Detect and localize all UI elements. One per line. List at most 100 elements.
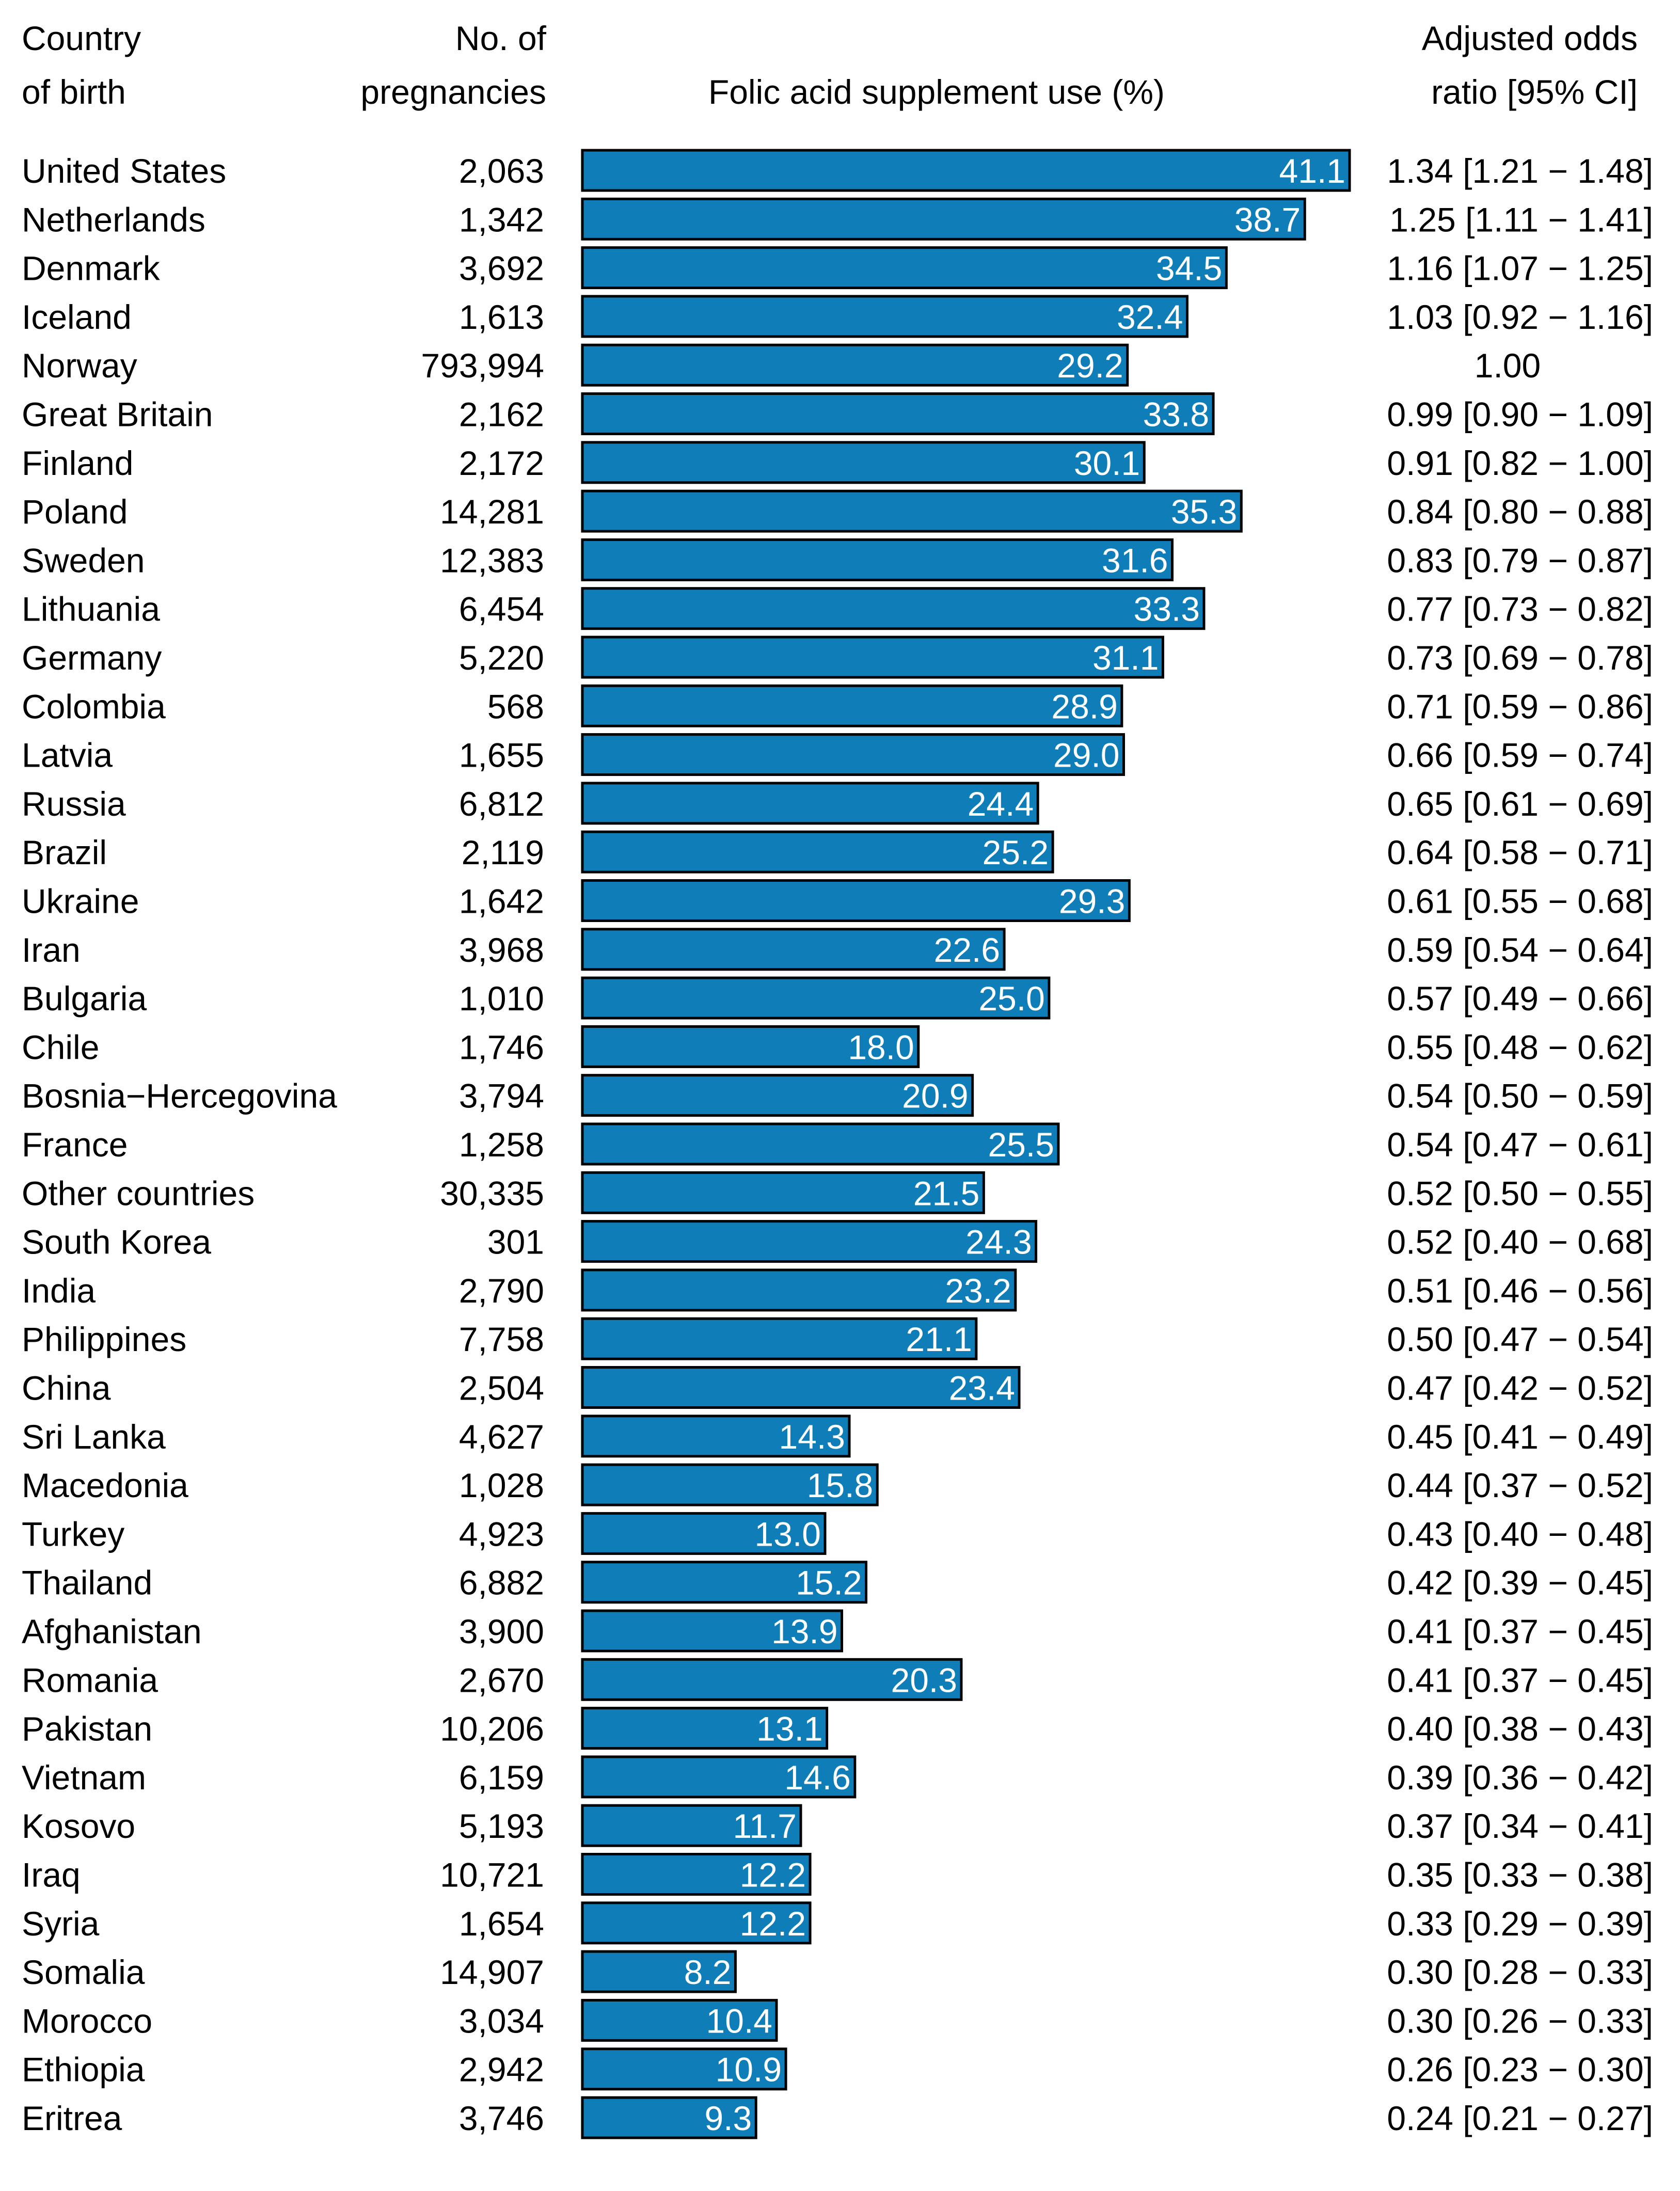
bar-value-label: 33.8: [1143, 395, 1209, 434]
bar-value-label: 21.1: [906, 1320, 972, 1358]
country-label: Macedonia: [22, 1466, 188, 1504]
chart-row: Brazil 2,119 25.2 0.64 [0.58 − 0.71]: [22, 830, 1653, 874]
odds-ratio-value: 0.41 [0.37 − 0.45]: [1387, 1612, 1653, 1650]
bar-value-label: 13.1: [756, 1710, 822, 1748]
bar-value-label: 21.5: [913, 1174, 979, 1212]
bar-value-label: 32.4: [1117, 298, 1183, 336]
bar: [581, 1512, 827, 1555]
bar-value-label: 15.2: [796, 1564, 862, 1602]
odds-header-line1: Adjusted odds: [1421, 19, 1638, 57]
odds-ratio-value: 0.91 [0.82 − 1.00]: [1387, 444, 1653, 482]
chart-row: Morocco 3,034 10.4 0.30 [0.26 − 0.33]: [22, 1998, 1653, 2042]
bar-value-label: 31.1: [1092, 639, 1159, 677]
bar: [581, 1609, 844, 1653]
bar-value-label: 38.7: [1234, 200, 1301, 239]
bar: [581, 1074, 974, 1117]
country-label: Latvia: [22, 736, 113, 774]
country-label: Colombia: [22, 687, 166, 725]
odds-ratio-value: 1.16 [1.07 − 1.25]: [1387, 249, 1653, 288]
country-label: Bosnia−Hercegovina: [22, 1077, 337, 1115]
country-label: Russia: [22, 785, 126, 823]
pregnancies-value: 7,758: [459, 1320, 544, 1358]
chart-row: Bulgaria 1,010 25.0 0.57 [0.49 − 0.66]: [22, 976, 1653, 1020]
pregnancies-value: 6,454: [459, 590, 544, 628]
pregnancies-value: 1,010: [459, 979, 544, 1018]
bar: [581, 879, 1131, 922]
bar-value-label: 25.2: [982, 833, 1049, 871]
odds-ratio-value: 0.99 [0.90 − 1.09]: [1387, 395, 1653, 434]
bar: [581, 1998, 778, 2042]
odds-ratio-value: 0.52 [0.50 − 0.55]: [1387, 1174, 1653, 1212]
odds-ratio-value: 0.66 [0.59 − 0.74]: [1387, 736, 1653, 774]
chart-row: Ukraine 1,642 29.3 0.61 [0.55 − 0.68]: [22, 879, 1653, 922]
bar: [581, 538, 1174, 581]
bar-value-label: 22.6: [934, 931, 1000, 969]
bar: [581, 1268, 1017, 1312]
pregnancies-value: 4,923: [459, 1515, 544, 1553]
country-label: China: [22, 1369, 111, 1407]
odds-ratio-value: 0.52 [0.40 − 0.68]: [1387, 1223, 1653, 1261]
chart-row: Somalia 14,907 8.2 0.30 [0.28 − 0.33]: [22, 1950, 1653, 1993]
country-label: Netherlands: [22, 200, 205, 239]
bar-value-label: 10.4: [706, 2002, 772, 2040]
chart-row: United States 2,063 41.1 1.34 [1.21 − 1.48]: [22, 149, 1653, 192]
country-label: Brazil: [22, 833, 107, 871]
odds-ratio-value: 0.57 [0.49 − 0.66]: [1387, 979, 1653, 1018]
pregnancies-value: 3,746: [459, 2099, 544, 2137]
chart-row: Afghanistan 3,900 13.9 0.41 [0.37 − 0.45]: [22, 1609, 1653, 1653]
odds-ratio-value: 0.26 [0.23 − 0.30]: [1387, 2051, 1653, 2089]
pregnancies-value: 5,193: [459, 1807, 544, 1845]
chart-row: Ethiopia 2,942 10.9 0.26 [0.23 − 0.30]: [22, 2047, 1653, 2091]
odds-ratio-value: 0.45 [0.41 − 0.49]: [1387, 1418, 1653, 1456]
chart-row: Colombia 568 28.9 0.71 [0.59 − 0.86]: [22, 684, 1653, 727]
bar: [581, 1950, 737, 1993]
country-label: Turkey: [22, 1515, 124, 1553]
country-header-line2: of birth: [22, 73, 126, 111]
bar-value-label: 14.6: [784, 1758, 850, 1797]
bar: [581, 1853, 812, 1896]
odds-ratio-value: 0.24 [0.21 − 0.27]: [1387, 2099, 1653, 2137]
pregnancies-value: 6,159: [459, 1758, 544, 1797]
pregnancies-value: 6,812: [459, 785, 544, 823]
bar-value-label: 24.3: [965, 1223, 1032, 1261]
bar: [581, 1171, 985, 1214]
bar: [581, 343, 1129, 387]
country-label: Morocco: [22, 2002, 152, 2040]
chart-row: Macedonia 1,028 15.8 0.44 [0.37 − 0.52]: [22, 1463, 1653, 1506]
country-label: Great Britain: [22, 395, 213, 434]
odds-ratio-value: 0.30 [0.26 − 0.33]: [1387, 2002, 1653, 2040]
odds-ratio-value: 0.54 [0.50 − 0.59]: [1387, 1077, 1653, 1115]
pregnancies-value: 30,335: [440, 1174, 544, 1212]
bar-value-label: 10.9: [716, 2051, 782, 2089]
bar: [581, 1220, 1038, 1263]
pregnancies-value: 1,655: [459, 736, 544, 774]
bar: [581, 684, 1123, 727]
pregnancies-value: 3,900: [459, 1612, 544, 1650]
odds-ratio-value: 0.83 [0.79 − 0.87]: [1387, 541, 1653, 579]
bar-value-label: 25.5: [988, 1125, 1054, 1164]
chart-row: Netherlands 1,342 38.7 1.25 [1.11 − 1.41]: [22, 197, 1653, 241]
odds-ratio-value: 0.50 [0.47 − 0.54]: [1387, 1320, 1653, 1358]
odds-ratio-value: 1.03 [0.92 − 1.16]: [1387, 298, 1653, 336]
bar: [581, 149, 1351, 192]
country-label: Sweden: [22, 541, 145, 579]
bar-value-label: 13.9: [771, 1612, 837, 1650]
country-label: Norway: [22, 346, 137, 385]
odds-ratio-value: 0.73 [0.69 − 0.78]: [1387, 639, 1653, 677]
bar-value-label: 25.0: [978, 979, 1044, 1018]
bar: [581, 1707, 829, 1750]
bar: [581, 636, 1164, 679]
bar: [581, 976, 1051, 1020]
bar: [581, 246, 1228, 290]
odds-ratio-value: 0.35 [0.33 − 0.38]: [1387, 1856, 1653, 1894]
odds-ratio-value: 0.44 [0.37 − 0.52]: [1387, 1466, 1653, 1504]
bar-value-label: 23.4: [949, 1369, 1015, 1407]
pregnancies-value: 2,172: [459, 444, 544, 482]
bar-value-label: 34.5: [1156, 249, 1222, 288]
bar: [581, 441, 1146, 484]
odds-ratio-value: 0.59 [0.54 − 0.64]: [1387, 931, 1653, 969]
pregnancies-column-header: No. of pregnancies: [360, 11, 546, 119]
odds-ratio-value: 1.34 [1.21 − 1.48]: [1387, 152, 1653, 190]
odds-header-line2: ratio [95% CI]: [1431, 73, 1638, 111]
country-label: Kosovo: [22, 1807, 135, 1845]
